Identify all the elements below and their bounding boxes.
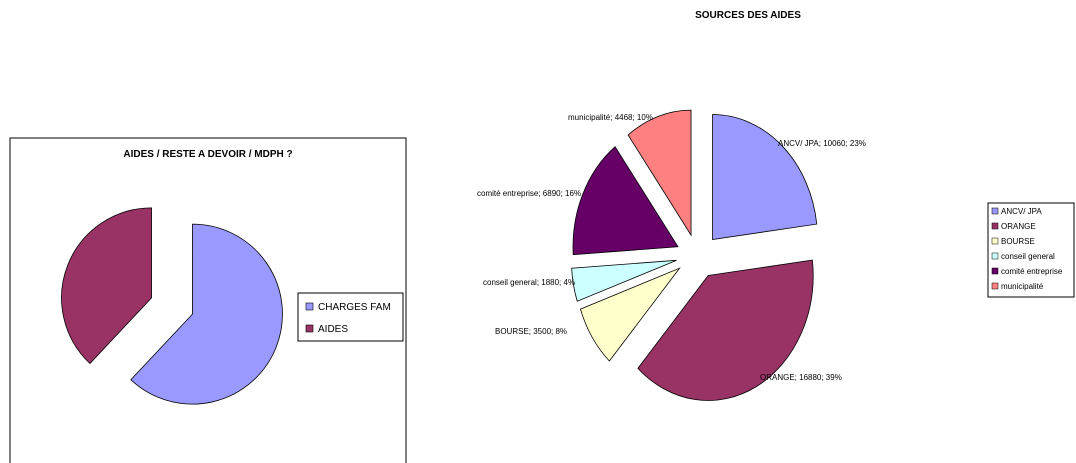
- chart2-title: SOURCES DES AIDES: [695, 10, 801, 21]
- chart2-label-orange: ORANGE; 16880; 39%: [760, 373, 842, 382]
- chart1-legend-swatch-aides: [305, 324, 314, 333]
- chart2-legend-box: [987, 202, 1075, 298]
- chart2-legend-label-orange: ORANGE: [1001, 222, 1036, 231]
- chart2-slice-orange: [637, 259, 814, 401]
- chart2-legend-swatch-conseil: [991, 252, 999, 260]
- chart2-legend-swatch-bourse: [991, 237, 999, 245]
- chart1-legend-label-charges: CHARGES FAM: [318, 302, 391, 313]
- chart1-legend-box: [297, 292, 404, 342]
- chart1-legend-label-aides: AIDES: [318, 324, 348, 335]
- chart2-slices: [571, 109, 818, 401]
- chart1-legend-swatch-charges: [305, 302, 314, 311]
- chart2-legend-label-ancv: ANCV/ JPA: [1001, 207, 1042, 216]
- chart1-legend: CHARGES FAM AIDES: [297, 292, 404, 342]
- chart2-label-ancv: ANCV/ JPA; 10060; 23%: [778, 139, 866, 148]
- chart2-legend-label-municipalite: municipalité: [1001, 282, 1044, 291]
- chart2-slice-comite-entreprise: [572, 146, 679, 256]
- chart1-title: AIDES / RESTE A DEVOIR / MDPH ?: [123, 149, 292, 160]
- chart2-label-conseil: conseil general; 1880; 4%: [483, 278, 575, 287]
- chart2-legend-swatch-orange: [991, 222, 999, 230]
- chart2-legend-label-conseil: conseil general: [1001, 252, 1055, 261]
- chart-sources-aides: SOURCES DES AIDES ANCV/ JPA; 10060; 23% …: [477, 10, 1075, 401]
- chart2-legend-swatch-comite: [991, 267, 999, 275]
- chart2-label-comite: comité entreprise; 6890; 16%: [477, 189, 581, 198]
- chart2-legend-label-comite: comité entreprise: [1001, 267, 1063, 276]
- chart2-label-bourse: BOURSE; 3500; 8%: [495, 327, 567, 336]
- chart2-slice-conseil-general: [571, 259, 677, 302]
- chart1-slice-aides: [61, 207, 152, 365]
- chart2-legend-swatch-municipalite: [991, 282, 999, 290]
- chart2-legend-swatch-ancv: [991, 207, 999, 215]
- chart2-slice-municipalite: [627, 109, 692, 237]
- chart2-label-municipalite: municipalité; 4468; 10%: [568, 113, 653, 122]
- chart2-legend-label-bourse: BOURSE: [1001, 237, 1035, 246]
- chart2-slice-ancv-jpa: [712, 114, 818, 240]
- chart2-slice-bourse: [579, 267, 681, 362]
- chart1-slice-charges-fam: [130, 223, 283, 405]
- chart2-legend: ANCV/ JPA ORANGE BOURSE conseil general …: [987, 202, 1075, 298]
- chart-aides-reste: AIDES / RESTE A DEVOIR / MDPH ? CHARGES …: [9, 137, 407, 463]
- chart1-slices: [61, 207, 283, 405]
